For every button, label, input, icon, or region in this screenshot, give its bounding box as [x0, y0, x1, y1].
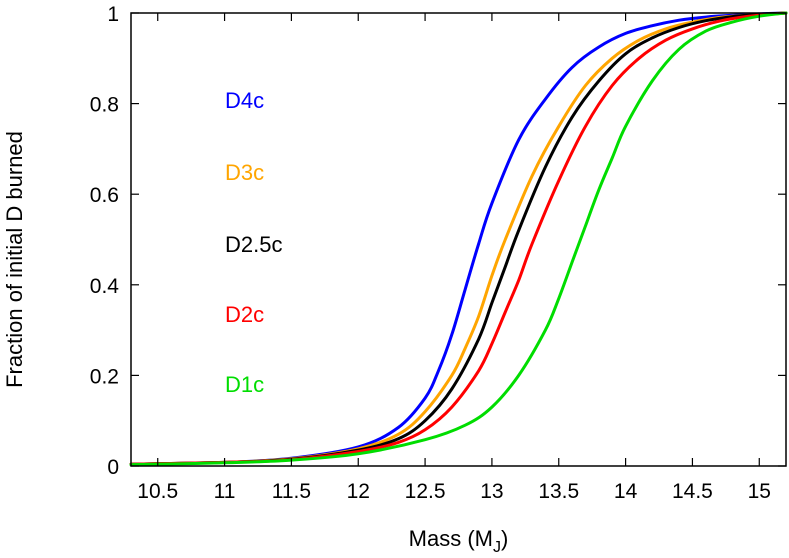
y-tick-label: 0 — [107, 456, 119, 479]
x-tick-label: 12 — [347, 480, 370, 503]
plot-frame — [130, 12, 787, 467]
x-axis-label-close: ) — [501, 526, 508, 551]
x-tick-label: 13 — [480, 480, 503, 503]
series-line-d1c — [129, 11, 788, 467]
x-axis-ticks: 10.5 11 11.5 12 12.5 13 13.5 14 14.5 15 — [137, 13, 771, 503]
x-tick-label: 14.5 — [672, 480, 713, 503]
series-line-d4c — [129, 11, 788, 466]
x-tick-label: 11 — [214, 480, 236, 503]
x-tick-label: 12.5 — [405, 480, 446, 503]
series-label-d3c: D3c — [225, 160, 264, 185]
series-label-d4c: D4c — [225, 88, 264, 113]
series-labels: D4c D3c D2.5c D2c D1c — [225, 88, 282, 397]
x-tick-label: 10.5 — [137, 480, 178, 503]
x-tick-label: 15 — [748, 480, 771, 503]
y-tick-label: 0.8 — [90, 94, 119, 117]
x-tick-label: 14 — [614, 480, 638, 503]
x-axis-label-subscript: J — [493, 539, 501, 556]
y-axis-ticks: 0 0.2 0.4 0.6 0.8 1 — [90, 3, 786, 479]
series-label-d2-5c: D2.5c — [225, 232, 282, 257]
series-label-d1c: D1c — [225, 372, 264, 397]
x-tick-label: 11.5 — [272, 480, 311, 503]
y-tick-label: 0.6 — [90, 184, 119, 207]
series-label-d2c: D2c — [225, 302, 264, 327]
series-line-d2c — [129, 11, 788, 466]
series-curves — [129, 11, 788, 467]
x-tick-label: 13.5 — [538, 480, 579, 503]
y-axis-label: Fraction of initial D burned — [2, 131, 27, 388]
y-tick-label: 0.4 — [90, 275, 120, 298]
x-axis-label: Mass (MJ) — [409, 526, 509, 556]
y-tick-label: 1 — [107, 3, 119, 26]
x-axis-label-text: Mass (M — [409, 526, 493, 551]
y-tick-label: 0.2 — [90, 365, 119, 388]
